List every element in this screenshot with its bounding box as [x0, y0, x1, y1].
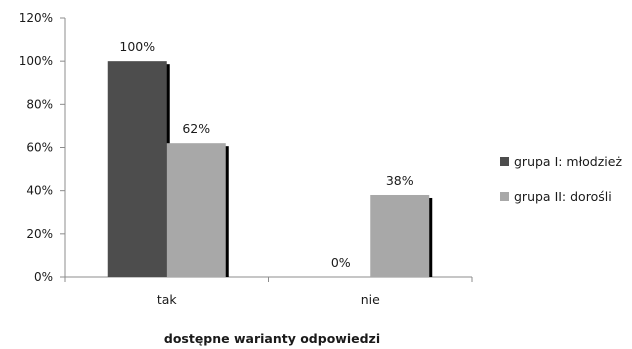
- data-label: 38%: [386, 173, 414, 188]
- bar: [370, 194, 430, 277]
- bar: [166, 143, 226, 277]
- data-label: 62%: [182, 121, 210, 136]
- x-axis-category-label: tak: [157, 292, 178, 307]
- y-axis-tick-label: 100%: [19, 54, 53, 68]
- bar: [107, 61, 167, 277]
- data-label: 0%: [331, 255, 351, 270]
- y-axis-tick-label: 80%: [26, 97, 53, 111]
- bars: [107, 61, 433, 278]
- legend-swatch-series-1: [500, 156, 509, 166]
- x-axis-category-label: nie: [361, 292, 380, 307]
- x-axis-title: dostępne warianty odpowiedzi: [164, 331, 380, 346]
- legend-label-series-2: grupa II: dorośli: [514, 188, 612, 204]
- y-axis-tick-label: 60%: [26, 141, 53, 155]
- legend-swatch-series-2: [500, 191, 509, 201]
- y-axis-tick-label: 20%: [26, 227, 53, 241]
- legend-item-series-2: grupa II: dorośli: [500, 187, 622, 205]
- legend-label-series-1: grupa I: młodzież: [514, 153, 623, 169]
- y-axis-tick-label: 120%: [19, 11, 53, 25]
- data-labels: 100% 62% 0% 38%: [119, 39, 413, 270]
- data-label: 100%: [119, 39, 155, 54]
- y-axis-tick-label: 40%: [26, 184, 53, 198]
- y-axis-ticks: 0% 20% 40% 60% 80% 100% 120%: [19, 11, 65, 284]
- x-axis-categories: tak nie: [157, 292, 380, 307]
- legend-item-series-1: grupa I: młodzież: [500, 152, 622, 170]
- legend: grupa I: młodzież grupa II: dorośli: [500, 152, 622, 222]
- y-axis-tick-label: 0%: [34, 270, 53, 284]
